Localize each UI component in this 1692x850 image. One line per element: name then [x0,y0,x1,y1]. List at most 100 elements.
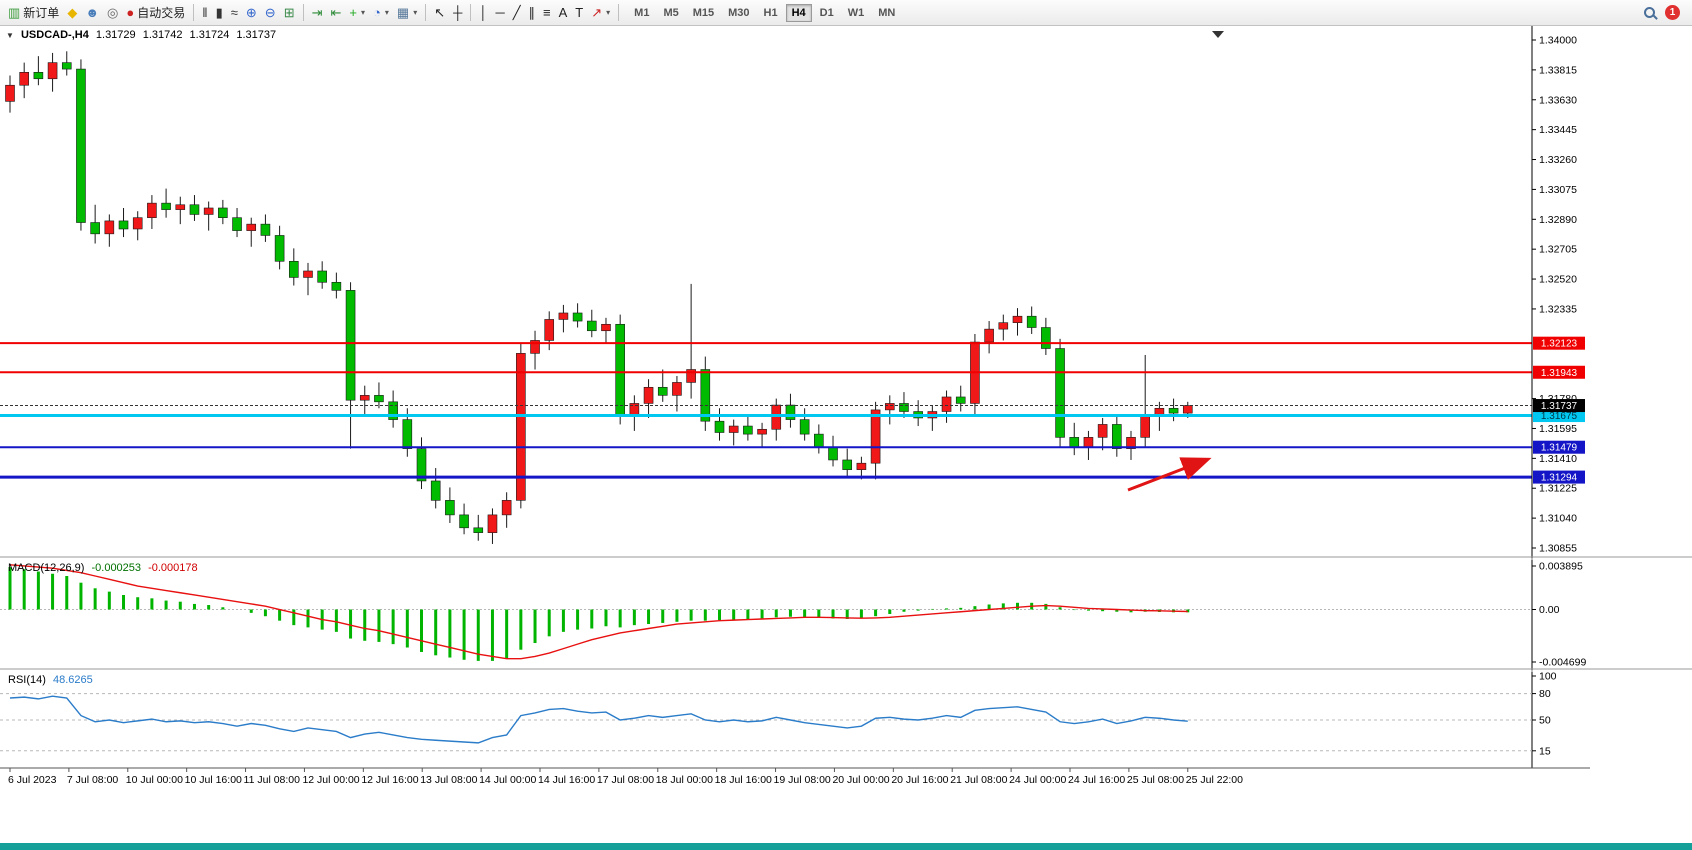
price-axis[interactable]: 1.34000 1.33815 1.33630 1.33445 1.33260 1.330… [1531,26,1577,768]
candle [33,56,44,86]
svg-text:1.31943: 1.31943 [1541,368,1578,379]
zoom-out-button[interactable]: ⊖ [261,2,280,24]
templates-button[interactable]: ▦ ▾ [393,2,421,24]
zoom-in-icon: ⊕ [245,5,257,20]
candlestick-chart-button[interactable]: ▮ [212,2,227,24]
timeframe-mn-button[interactable]: MN [872,4,901,22]
candle [1112,414,1122,457]
cursor-icon: ↖ [434,5,446,20]
svg-text:1.31780: 1.31780 [1539,393,1577,405]
dropdown-caret-icon[interactable]: ▾ [361,8,366,17]
macd-value: -0.000253 [91,562,142,574]
candles [5,51,1193,544]
candle [643,379,654,418]
candle [941,390,952,423]
rsi-label: RSI(14) 48.6265 [8,674,97,686]
equidistant-channel-icon: ∥ [528,5,536,20]
templates-icon: ▦ [396,5,410,20]
price-chart[interactable]: 1.32123 1.31943 1.31675 1.31479 1.31294 1.317… [0,26,1692,788]
timeframe-m5-button[interactable]: M5 [657,4,684,22]
price-open: 1.31729 [95,29,136,41]
candle [927,405,938,431]
scroll-end-marker-icon[interactable] [1212,31,1224,38]
new-order-button[interactable]: ▥ 新订单 [4,2,63,24]
svg-text:1.33630: 1.33630 [1539,94,1577,106]
search-icon[interactable] [1644,7,1655,18]
navigator-button[interactable]: ☻ [81,2,103,24]
candle [416,437,427,490]
macd-signal-value: -0.000178 [148,562,198,574]
timeframe-m1-button[interactable]: M1 [628,4,655,22]
chart-menu-icon[interactable]: ▼ [6,31,14,40]
timeframe-h1-button[interactable]: H1 [758,4,784,22]
trend-arrow[interactable] [1127,457,1212,492]
arrows-button[interactable]: ↗ ▾ [587,2,614,24]
autotrading-button[interactable]: ● 自动交易 [122,2,189,24]
price-close: 1.31737 [236,29,277,41]
vertical-line-icon: │ [479,5,488,20]
dropdown-caret-icon[interactable]: ▾ [606,8,611,17]
auto-scroll-icon: ⇥ [311,5,323,20]
text-icon: A [558,5,568,20]
svg-text:18 Jul 00:00: 18 Jul 00:00 [656,774,713,786]
cursor-button[interactable]: ↖ [430,2,449,24]
line-chart-button[interactable]: ≈ [227,2,242,24]
market-watch-button[interactable]: ◆ [63,2,81,24]
horizontal-line-button[interactable]: ─ [491,2,508,24]
trendline-button[interactable]: ╱ [509,2,525,24]
candle [274,225,285,270]
new-order-label: 新订单 [23,6,60,20]
svg-text:12 Jul 00:00: 12 Jul 00:00 [302,774,359,786]
indicators-button[interactable]: + ▾ [345,2,369,24]
dropdown-caret-icon[interactable]: ▾ [413,8,418,17]
candle [771,398,782,441]
candle [558,304,569,333]
zoom-in-button[interactable]: ⊕ [242,2,261,24]
timeframe-h4-button[interactable]: H4 [785,3,812,22]
price-low: 1.31724 [189,29,230,41]
candle [516,343,526,509]
candle [615,314,625,425]
svg-text:1.32520: 1.32520 [1539,274,1577,286]
candle [870,401,881,480]
periods-button[interactable]: ◔ ▾ [369,2,393,24]
timeframe-w1-button[interactable]: W1 [842,4,871,22]
price-level-label: 1.31479 [1533,440,1585,454]
svg-text:14 Jul 16:00: 14 Jul 16:00 [538,774,595,786]
candle [530,330,540,370]
chart-shift-button[interactable]: ⇤ [327,2,346,24]
timeframe-m15-button[interactable]: M15 [687,4,720,22]
terminal-button[interactable]: ◎ [103,2,122,24]
timeframe-d1-button[interactable]: D1 [814,4,840,22]
svg-text:19 Jul 08:00: 19 Jul 08:00 [774,774,831,786]
svg-text:17 Jul 08:00: 17 Jul 08:00 [597,774,654,786]
candle [785,393,796,428]
crosshair-button[interactable]: ┼ [449,2,466,24]
candle [1097,417,1108,451]
price-level-label: 1.32123 [1533,336,1585,350]
text-button[interactable]: A [555,2,572,24]
bar-chart-icon: ‖ [202,5,208,20]
timeframe-m30-button[interactable]: M30 [722,4,755,22]
svg-text:14 Jul 00:00: 14 Jul 00:00 [479,774,536,786]
time-axis[interactable]: 6 Jul 2023 7 Jul 08:00 10 Jul 00:00 10 Jul … [0,767,1590,786]
tile-windows-button[interactable]: ⊞ [280,2,299,24]
dropdown-caret-icon[interactable]: ▾ [384,8,389,17]
candle [1168,398,1179,422]
fibonacci-button[interactable]: ≡ [539,2,555,24]
equidistant-channel-button[interactable]: ∥ [525,2,540,24]
vertical-line-button[interactable]: │ [475,2,491,24]
svg-text:1.31040: 1.31040 [1539,513,1577,525]
auto-scroll-button[interactable]: ⇥ [308,2,327,24]
candle [1041,317,1051,355]
candle [714,408,725,441]
candle [288,248,299,286]
macd-label: MACD(12,26,9) -0.000253 -0.000178 [8,562,202,574]
price-level-label: 1.31943 [1533,365,1585,379]
candle [118,207,129,238]
chart-area[interactable]: 1.32123 1.31943 1.31675 1.31479 1.31294 1.317… [0,26,1692,788]
notification-badge[interactable]: 1 [1665,5,1680,20]
text-label-button[interactable]: T [571,2,587,24]
candle [317,261,327,289]
bar-chart-button[interactable]: ‖ [198,2,211,24]
